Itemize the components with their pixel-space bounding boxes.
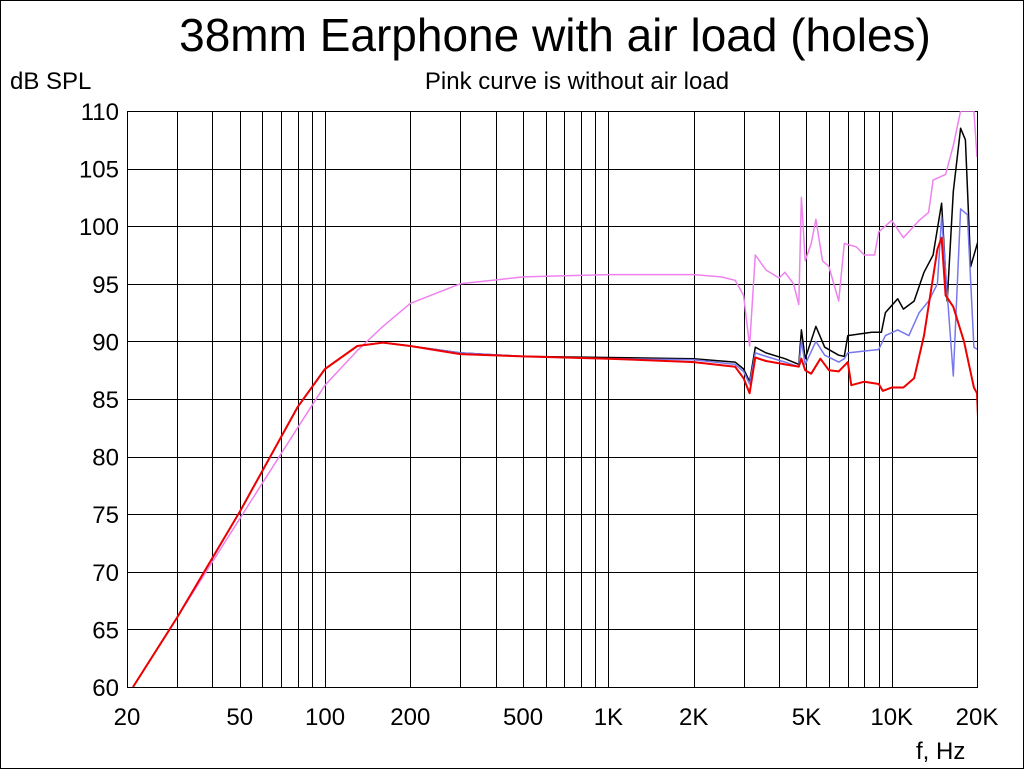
y-tick-label: 95 bbox=[92, 272, 119, 299]
x-tick-label: 200 bbox=[390, 704, 430, 731]
series-line-2 bbox=[132, 127, 977, 687]
x-tick-label: 20 bbox=[114, 704, 141, 731]
x-tick-label: 2K bbox=[679, 704, 708, 731]
y-tick-label: 100 bbox=[79, 214, 119, 241]
y-tick-label: 85 bbox=[92, 387, 119, 414]
y-tick-label: 110 bbox=[81, 99, 119, 126]
x-axis-label: f, Hz bbox=[916, 738, 966, 765]
x-tick-label: 100 bbox=[305, 704, 345, 731]
x-tick-label: 1K bbox=[594, 704, 623, 731]
y-axis-label: dB SPL bbox=[10, 68, 92, 95]
series-line-3 bbox=[132, 208, 977, 687]
x-tick-label: 20K bbox=[956, 704, 999, 731]
x-tick-label: 10K bbox=[870, 704, 913, 731]
x-tick-label: 500 bbox=[503, 704, 543, 731]
y-tick-label: 75 bbox=[92, 502, 119, 529]
y-tick-label: 105 bbox=[79, 157, 119, 184]
y-tick-label: 70 bbox=[92, 560, 119, 587]
x-tick-label: 50 bbox=[226, 704, 253, 731]
series-line-1 bbox=[132, 111, 977, 687]
x-tick-label: 5K bbox=[792, 704, 821, 731]
y-tick-label: 65 bbox=[92, 617, 119, 644]
y-tick-label: 60 bbox=[92, 675, 119, 702]
chart-subtitle: Pink curve is without air load bbox=[424, 68, 730, 95]
y-tick-label: 80 bbox=[92, 445, 119, 472]
chart-title: 38mm Earphone with air load (holes) bbox=[179, 9, 931, 61]
series-line-4 bbox=[132, 236, 977, 687]
plot-area-border bbox=[127, 111, 978, 688]
y-tick-label: 90 bbox=[92, 329, 119, 356]
